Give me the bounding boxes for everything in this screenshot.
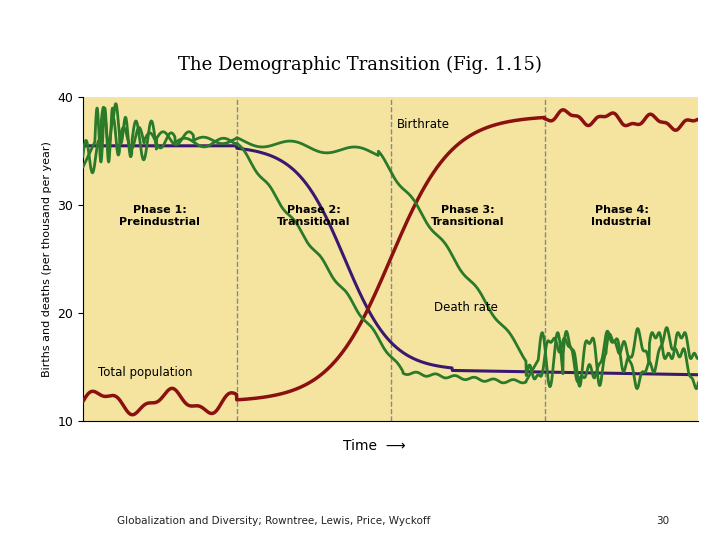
Text: Total population: Total population [98, 366, 193, 379]
Text: The Demographic Transition (Fig. 1.15): The Demographic Transition (Fig. 1.15) [178, 56, 542, 74]
Text: Phase 4:
Industrial: Phase 4: Industrial [591, 205, 652, 227]
Text: Birthrate: Birthrate [397, 118, 450, 131]
Text: Globalization and Diversity; Rowntree, Lewis, Price, Wyckoff: Globalization and Diversity; Rowntree, L… [117, 516, 431, 526]
Y-axis label: Births and deaths (per thousand per year): Births and deaths (per thousand per year… [42, 141, 52, 377]
Text: Phase 3:
Transitional: Phase 3: Transitional [431, 205, 504, 227]
Text: 30: 30 [656, 516, 669, 526]
Text: Phase 2:
Transitional: Phase 2: Transitional [277, 205, 351, 227]
Text: Phase 1:
Preindustrial: Phase 1: Preindustrial [120, 205, 200, 227]
Text: Time  ⟶: Time ⟶ [343, 438, 405, 453]
Text: Death rate: Death rate [433, 301, 498, 314]
